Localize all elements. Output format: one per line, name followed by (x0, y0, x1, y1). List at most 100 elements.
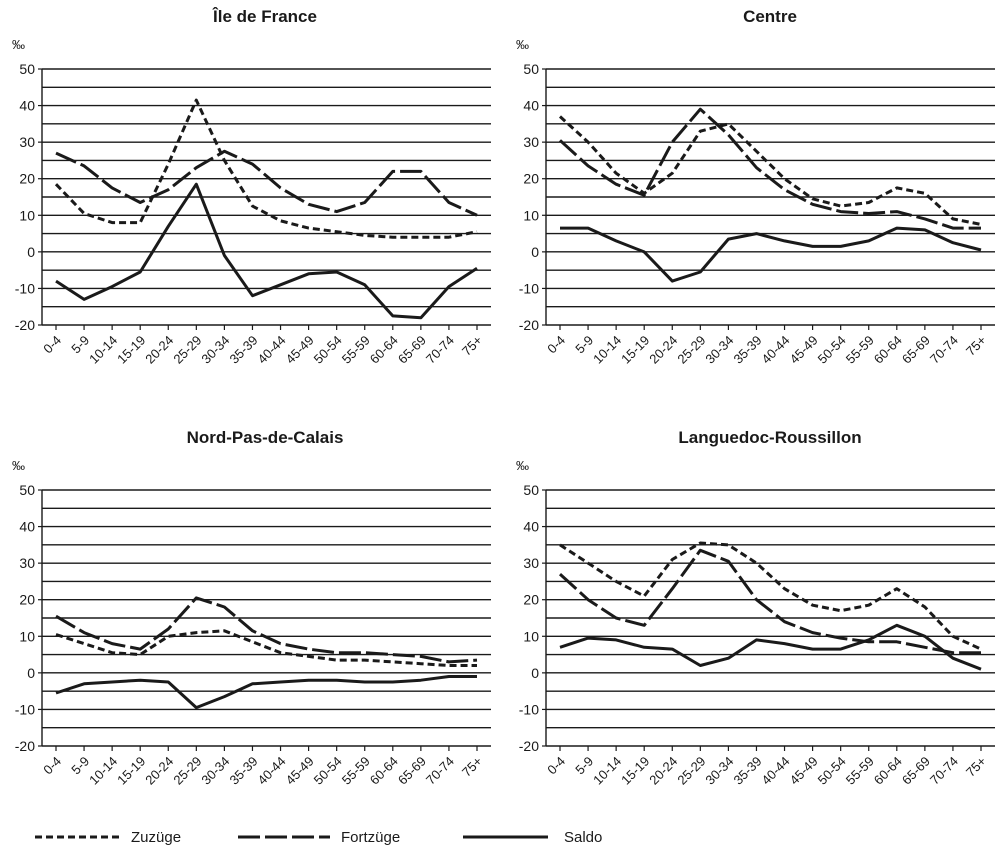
x-tick-label: 10-14 (86, 754, 120, 788)
y-tick-label: 20 (19, 592, 35, 608)
y-tick-label: 30 (19, 134, 35, 150)
x-tick-label: 55-59 (339, 333, 373, 367)
x-tick-label: 15-19 (114, 754, 148, 788)
x-tick-label: 40-44 (759, 333, 793, 367)
y-tick-label: 10 (19, 628, 35, 644)
x-tick-label: 60-64 (871, 754, 905, 788)
y-tick-label: -20 (519, 738, 539, 754)
chart-panel-3: Nord-Pas-de-Calais ‰ 50 40 30 20 10 0 -10 -20 0-4 5… (12, 428, 491, 788)
x-tick-label: 45-49 (787, 333, 821, 367)
x-tick-label: 60-64 (367, 333, 401, 367)
x-tick-label: 50-54 (815, 333, 849, 367)
x-tick-label: 20-24 (142, 754, 176, 788)
chart-title: Île de France (212, 7, 317, 26)
x-tick-label: 35-39 (226, 754, 260, 788)
y-axis-unit-label: ‰ (12, 458, 25, 473)
series-line-fortz-ge (558, 548, 981, 655)
x-tick-label: 65-69 (395, 333, 429, 367)
x-tick-label: 25-29 (674, 754, 708, 788)
y-tick-label: 30 (523, 134, 539, 150)
y-tick-label: 40 (523, 519, 539, 535)
x-tick-label: 45-49 (787, 754, 821, 788)
x-tick-label: 70-74 (927, 333, 961, 367)
y-tick-label: 40 (19, 98, 35, 114)
y-tick-label: 20 (19, 171, 35, 187)
y-tick-label: -10 (519, 701, 539, 717)
y-tick-label: 40 (523, 98, 539, 114)
x-tick-label: 30-34 (702, 333, 736, 367)
y-tick-label: 30 (523, 555, 539, 571)
y-tick-label: 10 (523, 207, 539, 223)
x-tick-label: 35-39 (730, 754, 764, 788)
y-tick-label: 0 (27, 665, 35, 681)
x-tick-label: 65-69 (899, 333, 933, 367)
series-line-saldo (559, 623, 982, 671)
x-tick-label: 30-34 (702, 754, 736, 788)
y-tick-label: 50 (19, 482, 35, 498)
x-tick-label: 40-44 (255, 754, 289, 788)
x-tick-label: 25-29 (170, 754, 204, 788)
x-tick-label: 0-4 (544, 754, 568, 778)
x-tick-label: 75+ (963, 333, 989, 359)
x-tick-label: 70-74 (423, 333, 457, 367)
chart-title: Nord-Pas-de-Calais (187, 428, 344, 447)
x-tick-label: 45-49 (283, 754, 317, 788)
x-tick-label: 10-14 (86, 333, 120, 367)
y-axis-unit-label: ‰ (516, 458, 529, 473)
x-tick-label: 0-4 (40, 754, 64, 778)
x-tick-label: 60-64 (871, 333, 905, 367)
y-tick-label: 50 (523, 482, 539, 498)
y-tick-label: -10 (15, 701, 35, 717)
y-tick-label: 20 (523, 592, 539, 608)
series-line-fortz-ge (55, 596, 478, 664)
y-tick-label: -10 (519, 280, 539, 296)
x-tick-label: 40-44 (255, 333, 289, 367)
x-tick-label: 75+ (459, 754, 485, 780)
series-line-saldo (55, 182, 478, 320)
legend: Zuzüge Fortzüge Saldo (35, 829, 602, 846)
y-tick-label: -20 (15, 317, 35, 333)
series-line-fortz-ge (558, 107, 981, 230)
y-tick-label: 10 (523, 628, 539, 644)
series-line-saldo (55, 675, 477, 710)
y-tick-label: 10 (19, 207, 35, 223)
legend-label: Zuzüge (131, 829, 181, 846)
x-tick-label: 45-49 (283, 333, 317, 367)
y-axis-unit-label: ‰ (12, 37, 25, 52)
x-tick-label: 15-19 (618, 754, 652, 788)
x-tick-label: 15-19 (618, 333, 652, 367)
y-tick-label: 30 (19, 555, 35, 571)
x-tick-label: 0-4 (40, 333, 64, 357)
x-tick-label: 60-64 (367, 754, 401, 788)
x-tick-label: 35-39 (226, 333, 260, 367)
series-line-fortz-ge (55, 149, 478, 217)
x-tick-label: 20-24 (142, 333, 176, 367)
x-tick-label: 65-69 (395, 754, 429, 788)
x-tick-label: 30-34 (198, 333, 232, 367)
x-tick-label: 70-74 (927, 754, 961, 788)
x-tick-label: 50-54 (311, 333, 345, 367)
chart-title: Centre (743, 7, 797, 26)
y-tick-label: 40 (19, 519, 35, 535)
series-line-zuz-ge (55, 629, 477, 667)
x-tick-label: 35-39 (730, 333, 764, 367)
series-line-zuz-ge (559, 541, 982, 651)
x-tick-label: 75+ (459, 333, 485, 359)
x-tick-label: 55-59 (339, 754, 373, 788)
y-tick-label: 50 (19, 61, 35, 77)
x-tick-label: 50-54 (815, 754, 849, 788)
series-line-zuz-ge (558, 115, 982, 226)
x-tick-label: 0-4 (544, 333, 568, 357)
legend-label: Fortzüge (341, 829, 400, 846)
y-tick-label: 0 (27, 244, 35, 260)
y-tick-label: 20 (523, 171, 539, 187)
x-tick-label: 15-19 (114, 333, 148, 367)
y-tick-label: 50 (523, 61, 539, 77)
series-line-saldo (560, 226, 982, 283)
legend-label: Saldo (564, 829, 602, 846)
y-tick-label: 0 (531, 244, 539, 260)
